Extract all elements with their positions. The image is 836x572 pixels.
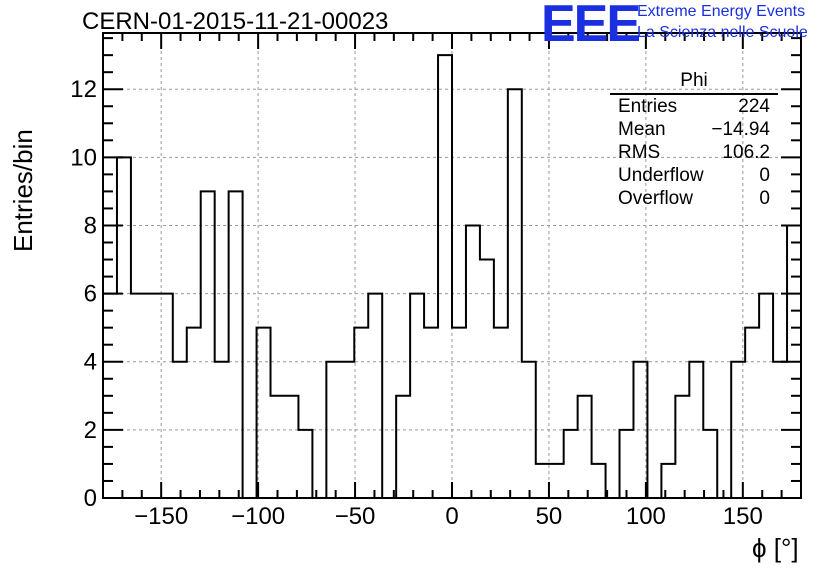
stats-row-underflow: Underflow 0 xyxy=(610,164,778,187)
stats-label: Mean xyxy=(618,119,666,140)
histogram-bin xyxy=(731,362,745,498)
histogram-bin xyxy=(284,396,298,498)
histogram-bin xyxy=(229,191,243,498)
histogram-bin xyxy=(689,362,703,498)
histogram-bin xyxy=(368,294,382,498)
stats-row-entries: Entries 224 xyxy=(610,95,778,118)
stats-row-overflow: Overflow 0 xyxy=(610,187,778,210)
y-tick-label: 2 xyxy=(84,417,97,444)
x-tick-label: 0 xyxy=(445,503,458,530)
histogram-bin xyxy=(494,328,508,498)
stats-label: RMS xyxy=(618,142,661,163)
stats-label: Entries xyxy=(618,96,678,117)
y-tick-label: 0 xyxy=(84,485,97,512)
histogram-bin xyxy=(578,396,592,498)
histogram-bin xyxy=(466,225,480,498)
y-tick-label: 10 xyxy=(70,144,97,171)
histogram-bin xyxy=(117,157,131,498)
stats-value: 224 xyxy=(738,96,770,117)
histogram-bin xyxy=(452,328,466,498)
histogram-outline xyxy=(103,54,801,498)
histogram-bin xyxy=(522,362,536,498)
histogram-bin xyxy=(620,430,634,498)
histogram-bin xyxy=(215,362,229,498)
histogram-bin xyxy=(257,328,271,498)
histogram-bin xyxy=(159,294,173,498)
histogram-bin xyxy=(201,191,215,498)
stats-label: Overflow xyxy=(618,188,693,209)
histogram-bin xyxy=(633,362,647,498)
stats-value: 106.2 xyxy=(722,142,770,163)
x-tick-label: 100 xyxy=(626,503,666,530)
histogram-bin xyxy=(536,464,550,498)
y-tick-label: 8 xyxy=(84,212,97,239)
histogram-bin xyxy=(438,55,452,498)
histogram-bin xyxy=(759,294,773,498)
x-tick-label: 50 xyxy=(536,503,563,530)
histogram-bin xyxy=(326,362,340,498)
y-tick-label: 12 xyxy=(70,76,97,103)
histogram-bin xyxy=(145,294,159,498)
y-axis-label: Entries/bin xyxy=(8,129,38,252)
x-tick-label: 150 xyxy=(723,503,763,530)
histogram-bin xyxy=(340,362,354,498)
histogram-bin xyxy=(298,430,312,498)
histogram-bin xyxy=(661,464,675,498)
y-tick-label: 6 xyxy=(84,281,97,308)
stats-title: Phi xyxy=(610,70,778,95)
stats-value: 0 xyxy=(759,165,770,186)
stats-box: Phi Entries 224 Mean −14.94 RMS 106.2 Under… xyxy=(610,70,778,210)
histogram-bin xyxy=(550,464,564,498)
histogram-bin xyxy=(480,260,494,498)
x-tick-label: −100 xyxy=(231,503,285,530)
histogram-bin xyxy=(703,430,717,498)
histogram-bin xyxy=(508,89,522,498)
chart-title: CERN-01-2015-11-21-00023 xyxy=(82,8,389,35)
x-tick-label: −50 xyxy=(335,503,376,530)
histogram-bin xyxy=(354,328,368,498)
histogram-bin xyxy=(745,328,759,498)
histogram-bin xyxy=(592,464,606,498)
x-tick-label: −150 xyxy=(134,503,188,530)
stats-row-mean: Mean −14.94 xyxy=(610,118,778,141)
histogram-bin xyxy=(410,294,424,498)
histogram-bin xyxy=(424,328,438,498)
stats-label: Underflow xyxy=(618,165,704,186)
histogram-bin xyxy=(564,430,578,498)
x-axis-label: ϕ [°] xyxy=(752,533,799,563)
brand-line-1: Extreme Energy Events xyxy=(637,3,806,20)
histogram-bin xyxy=(396,396,410,498)
histogram-bin xyxy=(131,294,145,498)
stats-value: −14.94 xyxy=(711,119,770,140)
stats-row-rms: RMS 106.2 xyxy=(610,141,778,164)
eee-logo: EEE xyxy=(541,0,641,53)
y-tick-label: 4 xyxy=(84,349,97,376)
stats-value: 0 xyxy=(759,188,770,209)
brand-line-2: La Scienza nelle Scuole xyxy=(637,24,808,41)
histogram-bin xyxy=(187,328,201,498)
histogram-bin xyxy=(271,396,285,498)
histogram-bin xyxy=(173,362,187,498)
histogram-bin xyxy=(675,396,689,498)
